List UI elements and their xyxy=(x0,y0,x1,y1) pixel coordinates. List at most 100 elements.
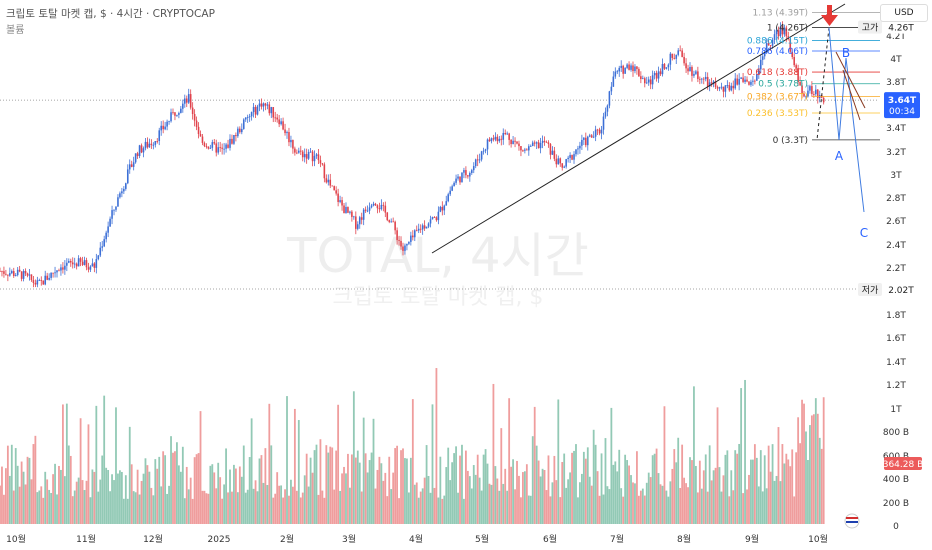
volume-bar xyxy=(347,453,349,524)
candle-body xyxy=(250,112,253,117)
volume-bar xyxy=(740,388,743,524)
candle-body xyxy=(427,223,430,227)
candle-body xyxy=(309,151,312,153)
volume-bar xyxy=(816,413,819,524)
candle-body xyxy=(99,247,102,256)
candle-body xyxy=(20,271,23,279)
candle-body xyxy=(630,65,632,70)
time-axis-tick: 12월 xyxy=(143,533,163,545)
candle-body xyxy=(219,147,221,149)
volume-bar xyxy=(702,470,705,524)
candle-body xyxy=(303,154,306,158)
volume-bar xyxy=(38,490,41,524)
candle-body xyxy=(213,142,216,144)
candle-body xyxy=(337,193,339,202)
time-axis[interactable]: 10월 11월 12월 2025 2월 3월 4월 5월 6월 7월 8월 9월 10월 xyxy=(6,533,828,545)
candle-body xyxy=(457,176,459,179)
candle-body xyxy=(640,76,642,80)
candle-body xyxy=(335,190,337,194)
volume-bar xyxy=(470,488,473,524)
volume-bar xyxy=(810,415,813,524)
volume-bar xyxy=(89,497,92,524)
candle-body xyxy=(815,89,817,95)
volume-bar xyxy=(274,493,277,524)
volume-bar xyxy=(474,474,477,524)
volume-bar xyxy=(83,490,86,524)
candle-body xyxy=(3,271,5,274)
volume-bar xyxy=(773,480,776,524)
candle-body xyxy=(537,142,540,149)
volume-bar xyxy=(392,472,395,524)
volume-bar xyxy=(706,491,709,524)
low-value-badge: 2.02T xyxy=(884,283,918,296)
currency-button[interactable]: USD xyxy=(880,4,928,22)
candle-body xyxy=(103,239,105,247)
candle-body xyxy=(526,149,528,151)
volume-bar xyxy=(46,479,49,524)
volume-bar xyxy=(482,454,485,524)
volume-bar xyxy=(350,454,353,524)
fib-level-label: 0.786 (4.06T) xyxy=(747,47,808,57)
volume-bar xyxy=(793,496,796,524)
volume-bar xyxy=(40,486,43,524)
volume-bar xyxy=(386,496,389,524)
volume-bar xyxy=(225,448,227,524)
candle-body xyxy=(502,132,505,140)
volume-bar xyxy=(146,465,149,524)
price-axis-tick: 1T xyxy=(890,405,902,415)
candle-body xyxy=(496,136,499,142)
candle-body xyxy=(732,85,735,89)
candle-body xyxy=(54,272,56,274)
volume-bar xyxy=(689,457,691,524)
candle-body xyxy=(68,261,70,263)
volume-bar xyxy=(736,453,739,524)
candle-body xyxy=(510,139,512,145)
volume-bar xyxy=(431,404,434,524)
volume-bar xyxy=(305,453,308,524)
volume-bar xyxy=(626,460,628,524)
price-axis-tick: 2.6T xyxy=(886,217,906,227)
volume-bar xyxy=(195,454,198,524)
volume-bar xyxy=(341,473,343,524)
candle-body xyxy=(140,145,143,153)
candle-body xyxy=(433,217,436,218)
volume-bar xyxy=(394,448,397,524)
candle-body xyxy=(170,112,172,122)
candle-body xyxy=(793,56,795,66)
last-price-badge-bg xyxy=(884,92,920,119)
candle-body xyxy=(504,132,507,135)
candle-body xyxy=(767,43,770,46)
candle-body xyxy=(724,85,727,92)
volume-bar xyxy=(99,479,102,524)
volume-bar xyxy=(295,490,298,524)
candle-body xyxy=(643,78,646,84)
volume-bar xyxy=(187,489,190,524)
volume-bar xyxy=(105,467,108,524)
candle-body xyxy=(795,65,797,69)
candle-body xyxy=(769,45,772,47)
candle-body xyxy=(274,117,277,119)
downtrend-line-lower xyxy=(842,69,861,121)
candle-body xyxy=(461,172,463,183)
volume-bar xyxy=(138,494,141,524)
volume-bar xyxy=(120,471,123,524)
volume-bar xyxy=(254,480,257,524)
volume-bar xyxy=(183,498,186,524)
candle-body xyxy=(156,141,159,142)
candle-body xyxy=(813,94,815,95)
price-axis-tick: 0 xyxy=(893,522,899,532)
candle-body xyxy=(195,120,198,127)
volume-bar xyxy=(20,461,23,524)
volume-bar xyxy=(612,464,615,524)
candle-body xyxy=(758,69,760,75)
candle-body xyxy=(429,219,432,224)
candle-body xyxy=(101,246,104,248)
volume-bar xyxy=(411,399,414,524)
fib-level-label: 1 (4.26T) xyxy=(767,24,808,34)
volume-bar xyxy=(419,491,422,524)
volume-bar xyxy=(590,485,593,524)
volume-bar xyxy=(217,462,220,524)
volume-bar xyxy=(785,453,788,524)
candle-body xyxy=(514,140,516,142)
